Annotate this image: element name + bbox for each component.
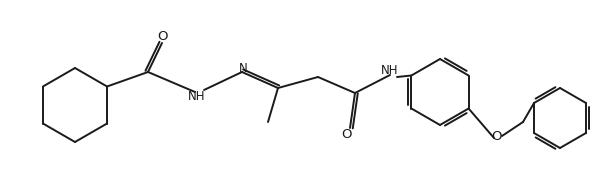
Text: O: O (492, 130, 502, 143)
Text: NH: NH (188, 89, 206, 102)
Text: O: O (157, 30, 167, 43)
Text: O: O (341, 127, 352, 140)
Text: N: N (239, 61, 248, 74)
Text: NH: NH (382, 63, 399, 76)
